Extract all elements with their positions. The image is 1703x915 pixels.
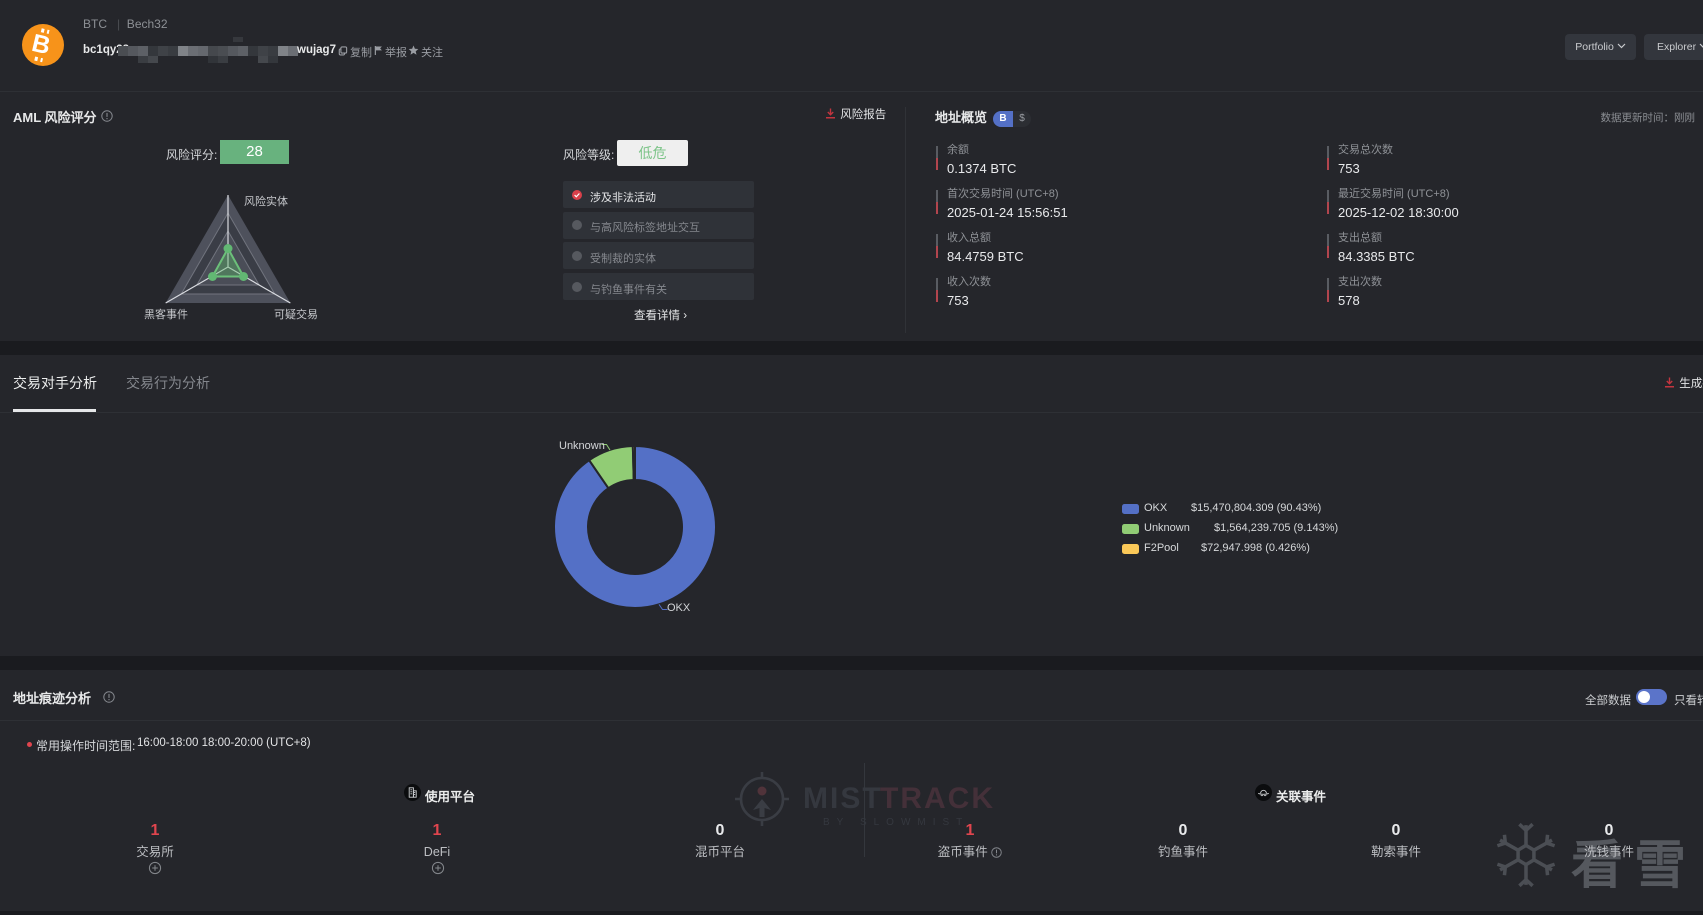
svg-text:MIST: MIST — [803, 782, 883, 815]
svg-text:BY SLOWMIST: BY SLOWMIST — [823, 817, 969, 828]
svg-text:TRACK: TRACK — [880, 782, 993, 815]
